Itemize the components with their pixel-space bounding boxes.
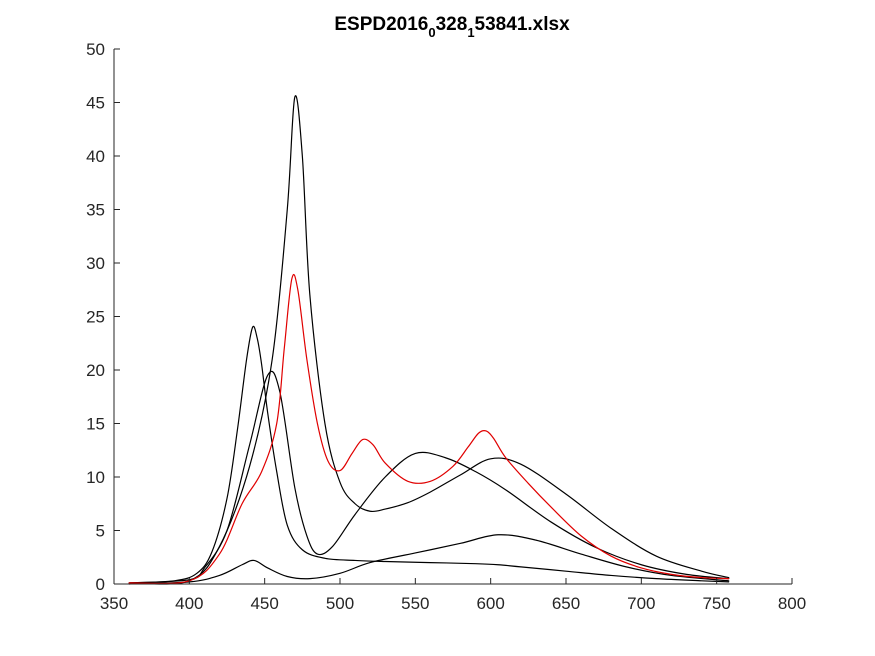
x-tick-label: 400 [175,594,203,613]
y-tick-label: 20 [86,361,105,380]
chart-title-subscript-1: 0 [428,25,435,40]
y-tick-label: 25 [86,308,105,327]
x-tick-label: 550 [401,594,429,613]
y-tick-label: 0 [96,575,105,594]
x-tick-label: 450 [250,594,278,613]
chart-title-part-3: 53841.xlsx [475,14,571,35]
series-line-3 [128,370,730,584]
x-tick-label: 750 [702,594,730,613]
series-line-4 [128,534,730,585]
x-tick-label: 600 [476,594,504,613]
x-tick-label: 350 [100,594,128,613]
x-tick-label: 650 [552,594,580,613]
chart-title-part-1: ESPD2016 [334,14,428,35]
y-tick-label: 5 [96,522,105,541]
series-line-2 [128,95,730,585]
series-line-5 [128,273,730,585]
y-axis-ticks: 0 5 10 15 20 25 30 35 40 45 50 [86,40,120,594]
y-tick-label: 45 [86,94,105,113]
x-axis-ticks: 350 400 450 500 550 600 650 700 750 800 [100,578,806,613]
y-tick-label: 50 [86,40,105,59]
y-tick-label: 10 [86,468,105,487]
y-tick-label: 30 [86,254,105,273]
series-layer [128,95,730,585]
y-tick-label: 15 [86,415,105,434]
x-tick-label: 500 [326,594,354,613]
y-tick-label: 35 [86,201,105,220]
x-tick-label: 700 [627,594,655,613]
x-tick-label: 800 [778,594,806,613]
y-tick-label: 40 [86,147,105,166]
chart-title-subscript-2: 1 [467,25,474,40]
chart-title-part-2: 328 [436,14,468,35]
series-line-1 [128,325,730,584]
chart-title: ESPD20160328153841.xlsx [334,14,570,40]
